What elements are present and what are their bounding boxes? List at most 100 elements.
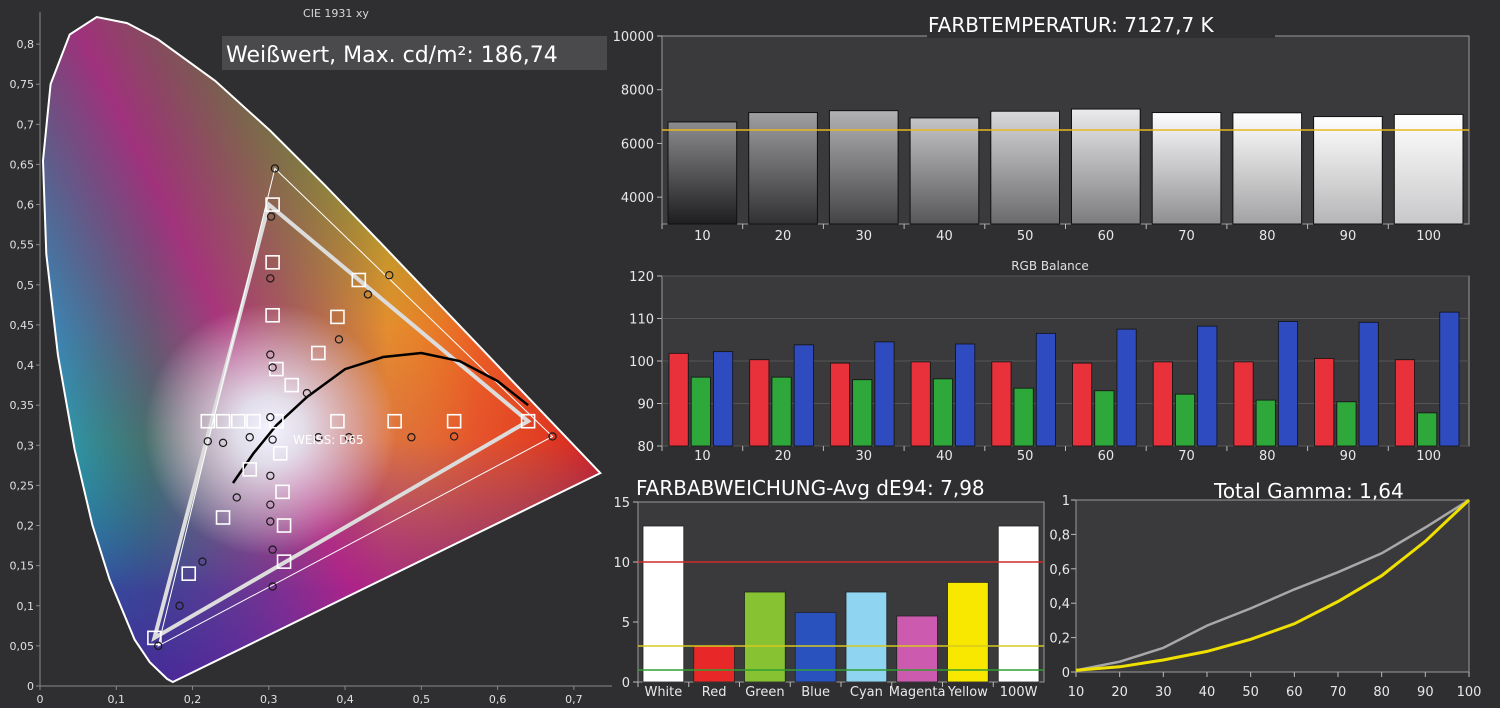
target-point-square <box>520 413 536 429</box>
rgb-x-tick-label: 80 <box>1259 449 1276 464</box>
measured-point-circle <box>363 290 373 299</box>
colortemp-bar <box>1393 113 1464 225</box>
gamma-x-tick-label: 50 <box>1242 685 1259 700</box>
cie-spectral-locus <box>41 15 602 684</box>
ct-y-tick-label: 8000 <box>621 84 654 99</box>
target-point-square <box>230 413 246 429</box>
deltae-bar <box>744 591 786 683</box>
de-x-tick-label: Green <box>745 685 784 700</box>
rgb-bar <box>1152 361 1173 447</box>
gamma-x-tick-label: 10 <box>1068 685 1085 700</box>
target-point-square <box>246 413 261 429</box>
target-point-square <box>446 413 462 429</box>
measured-point-circle <box>266 413 275 422</box>
measured-point-circle <box>268 363 277 372</box>
colortemp-bar <box>828 110 899 225</box>
measured-point-circle <box>203 437 212 446</box>
white-point-label: WEISS: D65 <box>293 433 364 447</box>
target-point-square <box>311 345 326 361</box>
ct-y-tick-label: 10000 <box>613 30 654 45</box>
measured-point-circle <box>218 438 228 448</box>
rgb-bar <box>874 341 895 447</box>
rgb-bar <box>1233 361 1254 447</box>
colortemp-bar <box>1313 116 1383 225</box>
de-y-tick-label: 10 <box>613 556 630 571</box>
rgb-bar <box>1197 325 1218 447</box>
target-point-square <box>215 413 231 429</box>
rgb-bar <box>932 378 953 447</box>
target-point-square <box>215 510 231 525</box>
rgb-bar <box>1277 321 1298 447</box>
cie-y-tick-label: 0,8 <box>17 38 35 51</box>
cie-x-tick-label: 0,1 <box>108 693 126 706</box>
target-point-square <box>269 361 284 377</box>
rgb-bar <box>1175 393 1196 447</box>
measured-point-circle <box>175 601 184 610</box>
rgb-y-tick-label: 90 <box>637 398 654 413</box>
rgb-bar <box>1314 358 1335 447</box>
gamma-plot-area <box>1075 499 1470 673</box>
rgb-x-tick-label: 90 <box>1340 449 1357 464</box>
target-point-square <box>276 554 292 569</box>
target-point-square <box>272 446 288 461</box>
de-x-tick-label: Blue <box>801 685 830 700</box>
target-point-square <box>200 413 216 429</box>
colortemp-bar <box>748 112 818 225</box>
cie-x-tick-label: 0,4 <box>336 693 354 706</box>
cie-y-tick-label: 0,05 <box>10 640 35 653</box>
rgb-bar <box>1336 401 1357 447</box>
ct-x-tick-label: 90 <box>1340 229 1357 244</box>
rgb-y-tick-label: 110 <box>629 313 654 328</box>
target-point-square <box>275 484 290 500</box>
cie-chart: 0 0,1 0,2 0,3 0,4 0,5 0,6 0,7 0 0,05 0,1 0,15 0,2 0,2… <box>10 7 612 706</box>
measured-point-circle <box>266 274 275 283</box>
rgb-x-tick-label: 60 <box>1098 449 1115 464</box>
measured-point-circle <box>449 432 459 441</box>
colortemp-bar <box>1071 108 1141 225</box>
deltae-bar <box>896 615 938 683</box>
measured-point-circle <box>270 164 280 173</box>
measured-point-circle <box>334 335 344 344</box>
target-point-square <box>242 462 258 477</box>
colortemp-chart: 4000 6000 8000 10000 10 20 30 40 50 60 70 80 90 100 F… <box>613 8 1470 244</box>
measured-point-circle <box>266 500 275 509</box>
de-x-tick-label: Magenta <box>889 685 946 700</box>
cie-title: CIE 1931 xy <box>303 7 369 20</box>
colortemp-bar <box>990 110 1060 225</box>
cie-y-tick-label: 0,4 <box>17 359 35 372</box>
colortemp-title-bg <box>927 8 1275 38</box>
ct-x-tick-label: 60 <box>1098 229 1115 244</box>
gamma-y-tick-label: 0,4 <box>1049 597 1070 612</box>
rgb-bar <box>793 344 814 447</box>
measured-point-circle <box>266 517 275 526</box>
rgb-bar <box>771 376 792 447</box>
white-value-label: Weißwert, Max. cd/m²: 186,74 <box>226 43 558 68</box>
rgb-bar <box>1094 390 1115 447</box>
target-point-square <box>265 197 280 212</box>
gamma-y-tick-label: 1 <box>1062 494 1070 509</box>
measured-point-circle <box>245 433 254 442</box>
gamma-x-tick-label: 40 <box>1199 685 1216 700</box>
gamma-x-tick-label: 90 <box>1417 685 1434 700</box>
deltae-bar <box>794 611 837 683</box>
measured-point-circle <box>268 545 277 554</box>
cie-y-tick-label: 0 <box>27 680 34 693</box>
rgb-bar <box>1116 328 1137 447</box>
de-y-tick-label: 15 <box>613 496 630 511</box>
target-point-square <box>387 413 402 429</box>
rgb-bar <box>955 343 976 447</box>
cie-marks <box>147 164 557 651</box>
target-point-square <box>284 377 299 393</box>
deltae-title: FARBABWEICHUNG-Avg dE94: 7,98 <box>636 476 985 500</box>
rgb-y-tick-label: 120 <box>629 270 654 285</box>
planckian-locus-curve <box>231 351 529 484</box>
cie-y-tick-label: 0,3 <box>17 439 35 452</box>
rgb-y-tick-label: 100 <box>629 355 654 370</box>
colortemp-panel: 4000 6000 8000 10000 10 20 30 40 50 60 70 80 90 100 F… <box>612 0 1500 246</box>
rgb-x-tick-label: 20 <box>775 449 792 464</box>
target-point-square <box>330 309 345 325</box>
cie-y-tick-label: 0,7 <box>17 118 35 131</box>
gamma-x-tick-label: 30 <box>1155 685 1172 700</box>
measured-point-circle <box>314 433 323 442</box>
rgb-bar <box>1394 359 1415 447</box>
